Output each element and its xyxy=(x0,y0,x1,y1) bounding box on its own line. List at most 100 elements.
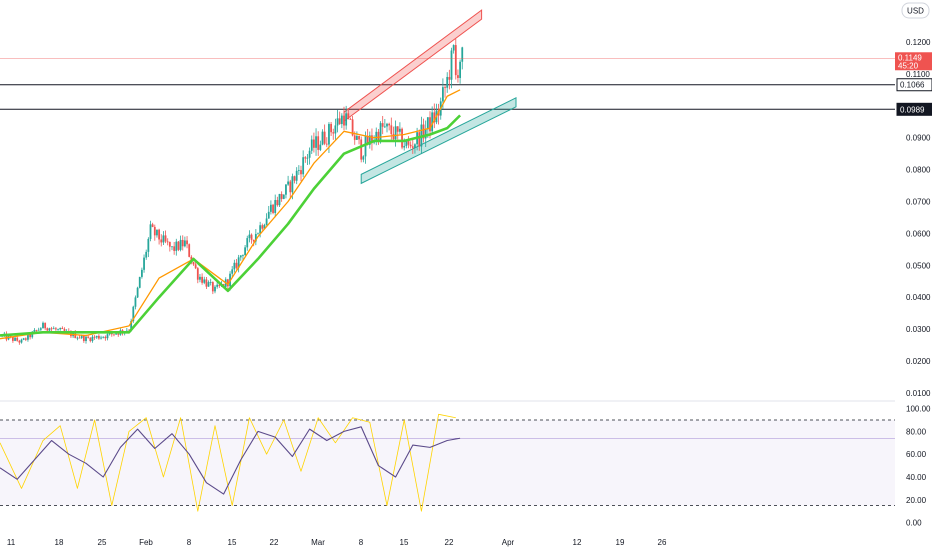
candle-body xyxy=(82,335,85,342)
candle-body xyxy=(444,87,446,88)
candle-body xyxy=(102,336,105,338)
candle-body xyxy=(381,123,384,127)
candle-body xyxy=(156,229,158,236)
oscillator-tick-label: 0.00 xyxy=(906,519,922,528)
candle-body xyxy=(252,239,255,242)
candle-body xyxy=(375,131,378,141)
candlesticks xyxy=(1,38,464,345)
oscillator-panel[interactable]: 100.00 80.00 60.00 40.00 20.00 0.00 xyxy=(0,405,931,528)
candle-body xyxy=(431,112,434,132)
candle-body xyxy=(235,262,238,268)
candle-body xyxy=(76,337,79,339)
price-tick-label: 0.0100 xyxy=(906,389,931,398)
candle-body xyxy=(239,255,242,258)
currency-button[interactable]: USD xyxy=(901,2,930,19)
candle-body xyxy=(386,123,388,127)
candle-body xyxy=(113,334,115,336)
moving-averages xyxy=(0,89,462,340)
candle-body xyxy=(422,124,425,139)
candle-body xyxy=(411,146,414,148)
candle-body xyxy=(310,139,313,151)
candle-body xyxy=(52,328,55,330)
candle-body xyxy=(147,238,150,252)
candle-body xyxy=(78,337,81,339)
candle-body xyxy=(267,211,270,219)
candle-body xyxy=(353,135,356,140)
candle-body xyxy=(424,129,427,139)
candle-body xyxy=(218,284,221,286)
candle-body xyxy=(233,262,236,270)
candle-body xyxy=(115,333,117,335)
candle-body xyxy=(89,337,92,342)
candle-body xyxy=(276,200,279,206)
candle-body xyxy=(332,132,335,134)
candle-body xyxy=(98,335,100,339)
price-tick-label: 0.0600 xyxy=(906,229,931,238)
candle-body xyxy=(368,135,371,145)
slow-ma-line xyxy=(0,114,462,337)
candle-body xyxy=(175,241,178,251)
candle-body xyxy=(336,118,339,126)
candle-body xyxy=(429,117,431,132)
candle-body xyxy=(315,136,317,148)
candle-body xyxy=(407,141,410,145)
price-tick-label: 0.0200 xyxy=(906,357,931,366)
candle-body xyxy=(325,143,328,145)
candle-body xyxy=(80,335,83,338)
candle-body xyxy=(242,255,244,256)
price-axis: 0.1200 0.1100 0.0900 0.0800 0.0700 0.0600 0.05… xyxy=(906,38,931,398)
candle-body xyxy=(100,337,102,339)
time-tick-label: 18 xyxy=(55,538,64,547)
oscillator-tick-label: 60.00 xyxy=(906,450,927,459)
candle-body xyxy=(274,200,277,213)
candle-body xyxy=(134,297,137,307)
time-tick-label: 22 xyxy=(445,538,454,547)
time-tick-label: 8 xyxy=(359,538,364,547)
channel-drawings[interactable] xyxy=(343,9,517,185)
candle-body xyxy=(379,123,382,143)
candle-body xyxy=(248,234,251,239)
candle-body xyxy=(321,131,324,145)
candle-body xyxy=(160,239,163,243)
candle-body xyxy=(237,257,240,268)
candle-body xyxy=(265,218,268,225)
candle-body xyxy=(162,235,165,243)
candle-body xyxy=(360,139,363,160)
candle-body xyxy=(164,235,167,242)
candle-body xyxy=(394,126,397,140)
candle-body xyxy=(334,125,337,134)
candle-body xyxy=(454,45,457,76)
price-tick-label: 0.0900 xyxy=(906,134,931,143)
candle-body xyxy=(63,329,66,332)
horizontal-levels[interactable]: 0.1066 0.0989 xyxy=(0,78,932,116)
candle-body xyxy=(48,328,51,331)
currency-button-frame[interactable] xyxy=(901,2,930,19)
candle-body xyxy=(188,244,191,257)
candle-body xyxy=(270,204,272,212)
candle-body xyxy=(392,134,395,140)
candle-body xyxy=(254,234,257,242)
candle-body xyxy=(46,328,49,331)
oscillator-tick-label: 80.00 xyxy=(906,427,927,436)
price-tick-label: 0.0400 xyxy=(906,293,931,302)
candle-body xyxy=(364,136,367,157)
candle-body xyxy=(57,329,59,331)
candle-body xyxy=(461,47,464,62)
candle-body xyxy=(328,123,330,145)
price-tick-label: 0.0700 xyxy=(906,198,931,207)
price-panel[interactable]: 0.1200 0.1100 0.0900 0.0800 0.0700 0.0600 0.05… xyxy=(0,9,932,398)
candle-body xyxy=(196,268,199,280)
candle-body xyxy=(457,75,459,78)
candle-body xyxy=(91,336,94,342)
candle-body xyxy=(280,193,283,199)
candle-body xyxy=(149,224,152,239)
candle-body xyxy=(158,229,160,240)
candle-body xyxy=(5,333,8,340)
candle-body xyxy=(246,238,249,248)
candle-body xyxy=(302,157,305,175)
candle-body xyxy=(151,224,154,227)
candle-body xyxy=(446,76,449,88)
time-tick-label: 15 xyxy=(400,538,409,547)
level-tag-label: 0.1066 xyxy=(900,81,925,90)
